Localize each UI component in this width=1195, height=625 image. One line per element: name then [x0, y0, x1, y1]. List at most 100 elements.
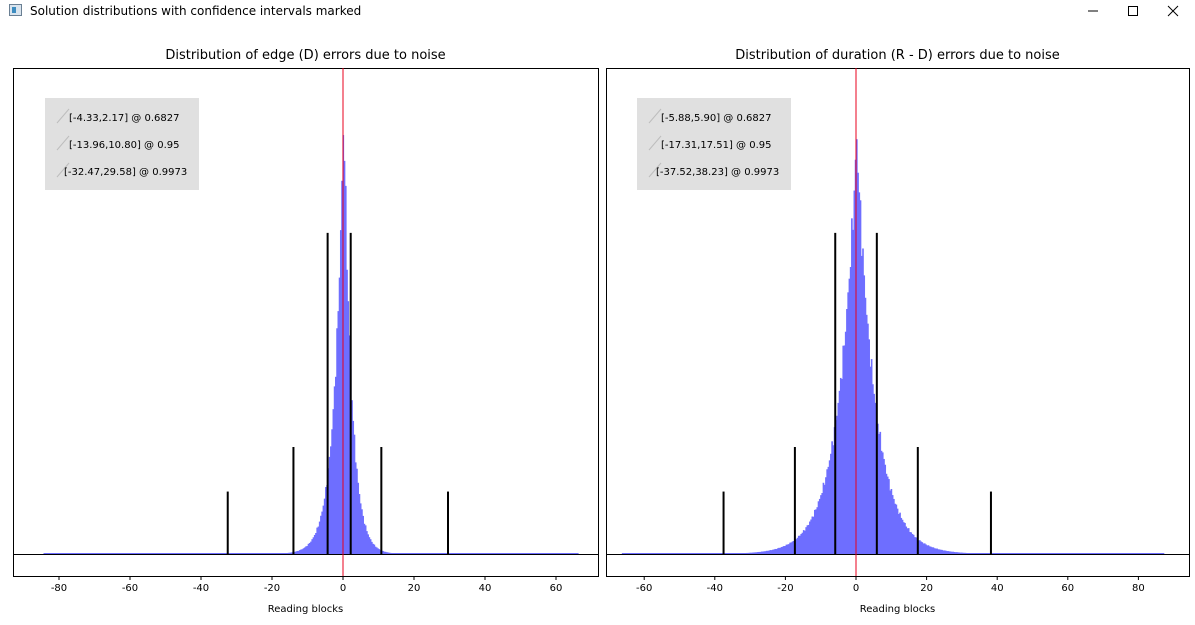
- legend-entry: [-4.33,2.17] @ 0.6827: [69, 113, 179, 124]
- close-button[interactable]: [1150, 0, 1195, 22]
- histogram-bar: [844, 331, 847, 554]
- x-tick-label: 20: [408, 583, 421, 594]
- histogram-bar: [371, 541, 373, 554]
- histogram-bar: [906, 528, 909, 554]
- histogram-bar: [320, 515, 322, 554]
- legend: [-4.33,2.17] @ 0.6827 [-13.96,10.80] @ 0.…: [45, 98, 199, 190]
- histogram-bar: [884, 464, 887, 554]
- histogram-bar: [860, 255, 863, 554]
- histogram-bar: [797, 535, 800, 554]
- histogram-bar: [802, 530, 805, 554]
- legend-box: [637, 98, 791, 190]
- histogram-bar: [369, 539, 372, 554]
- histogram-bar: [837, 402, 840, 554]
- histogram-bar: [301, 549, 304, 554]
- legend: [-5.88,5.90] @ 0.6827 [-17.31,17.51] @ 0.…: [637, 98, 791, 190]
- histogram-bar: [859, 200, 862, 554]
- histogram-bar: [378, 549, 381, 554]
- histogram-bar: [943, 550, 946, 554]
- histogram-bar: [362, 515, 364, 554]
- histogram-bar: [822, 482, 825, 554]
- histogram-bar: [898, 513, 900, 554]
- histogram-bar: [895, 504, 898, 554]
- histogram-bar: [820, 495, 822, 554]
- histogram-bar: [922, 543, 925, 554]
- histogram-bar: [809, 521, 811, 554]
- histogram-bar: [831, 441, 833, 554]
- histogram-bar: [356, 468, 358, 554]
- histogram-bar: [298, 550, 301, 554]
- legend-entry: [-32.47,29.58] @ 0.9973: [64, 167, 187, 178]
- histogram-bar: [914, 537, 916, 554]
- histogram-bar: [303, 547, 306, 554]
- histogram-bar: [932, 547, 935, 554]
- histogram-bar: [359, 503, 362, 554]
- histogram-bar: [297, 550, 300, 554]
- histogram-bar: [330, 446, 332, 554]
- legend-entry: [-13.96,10.80] @ 0.95: [69, 140, 179, 151]
- x-tick-label: -20: [264, 583, 280, 594]
- histogram-bar: [935, 548, 937, 554]
- histogram-bar: [901, 519, 904, 554]
- histogram-bar: [927, 545, 930, 554]
- x-tick-label: 80: [1132, 583, 1145, 594]
- histogram-bar: [295, 551, 297, 554]
- histogram-bar: [788, 544, 790, 554]
- histogram-bar: [325, 487, 327, 554]
- histogram-bar: [848, 278, 851, 554]
- histogram-bar: [335, 376, 337, 554]
- histogram-bar: [783, 546, 785, 554]
- histogram-bar: [771, 549, 774, 554]
- histogram-bar: [775, 549, 778, 554]
- histogram-bar: [838, 390, 841, 554]
- histogram-bar: [827, 466, 830, 554]
- histogram-bar: [801, 532, 804, 554]
- histogram-bar: [949, 551, 952, 554]
- histogram-bar: [789, 542, 791, 554]
- histogram-bar: [799, 535, 801, 554]
- histogram-bar: [321, 511, 323, 554]
- histogram-bar: [891, 495, 894, 554]
- minimize-button[interactable]: [1070, 0, 1116, 22]
- histogram-bar: [311, 539, 314, 554]
- histogram-bar: [847, 292, 849, 554]
- histogram-bar: [780, 547, 783, 554]
- histogram-bar: [874, 402, 877, 554]
- histogram-bar: [347, 301, 350, 554]
- window-title: Solution distributions with confidence i…: [30, 4, 362, 18]
- x-tick-label: -60: [122, 583, 138, 594]
- histogram-bar: [315, 532, 317, 554]
- histogram-bar: [907, 528, 910, 554]
- maximize-button[interactable]: [1110, 0, 1156, 22]
- window-titlebar: Solution distributions with confidence i…: [0, 0, 1195, 22]
- histogram-bar: [332, 409, 335, 554]
- histogram-bar: [902, 522, 905, 554]
- x-tick-label: 20: [920, 583, 933, 594]
- x-tick-label: 0: [340, 583, 346, 594]
- histogram-bar: [856, 139, 858, 554]
- histogram-bar: [767, 550, 769, 554]
- histogram-bar: [785, 544, 788, 554]
- x-tick-label: 60: [1061, 583, 1074, 594]
- histogram-bar: [781, 546, 784, 554]
- histogram-bar: [863, 275, 866, 554]
- histogram-bar: [948, 551, 951, 554]
- histogram-bar: [851, 218, 853, 554]
- histogram-bar: [313, 534, 316, 554]
- histogram-bar: [769, 550, 772, 554]
- app-icon: [9, 4, 22, 16]
- histogram-bar: [944, 550, 947, 554]
- chart-title: Distribution of duration (R - D) errors …: [735, 48, 1060, 63]
- histogram-bar: [865, 314, 868, 554]
- histogram-bar: [872, 384, 874, 554]
- histogram-bar: [942, 550, 945, 554]
- histogram-bar: [302, 548, 305, 554]
- histogram-bar: [306, 545, 309, 554]
- legend-marker: [56, 162, 70, 178]
- histogram-bar: [758, 551, 761, 554]
- histogram-bar: [318, 521, 321, 554]
- histogram-bar: [864, 297, 867, 554]
- histogram-bar: [873, 393, 875, 554]
- histogram-bar: [338, 277, 341, 554]
- histogram-bar: [765, 550, 768, 554]
